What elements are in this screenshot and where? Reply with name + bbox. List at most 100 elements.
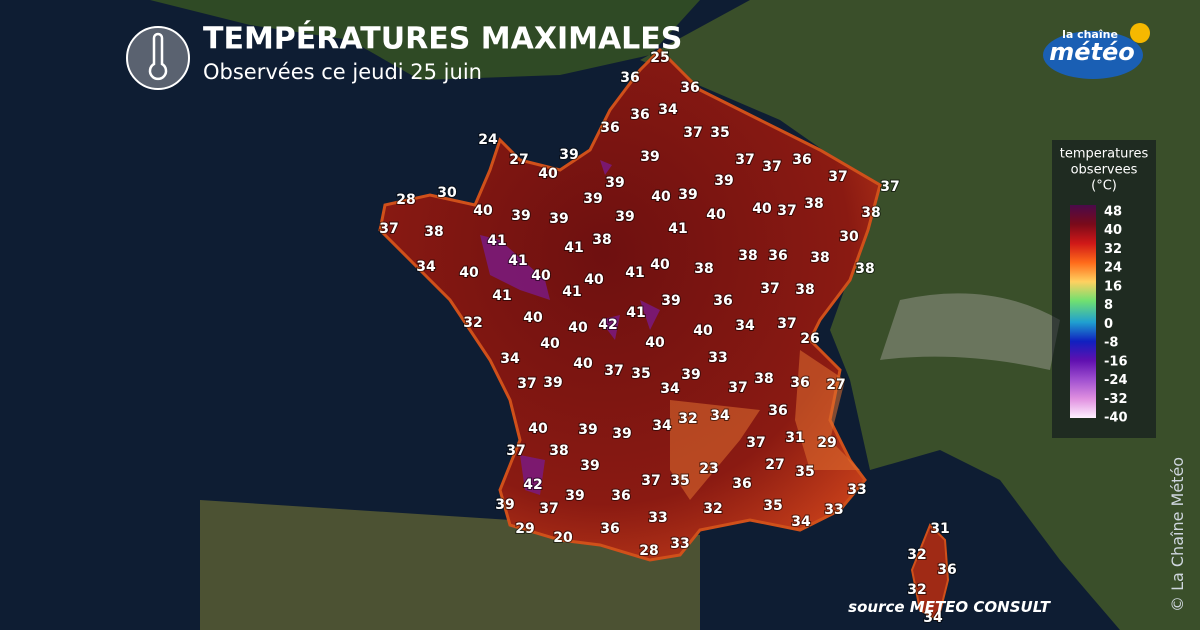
station-temp: 33 xyxy=(824,502,843,518)
station-temp: 37 xyxy=(760,281,779,297)
legend-tick: 48 xyxy=(1104,205,1122,220)
station-temp: 30 xyxy=(839,229,859,245)
station-temp: 40 xyxy=(645,335,665,351)
station-temp: 39 xyxy=(559,147,578,163)
station-temp: 41 xyxy=(562,284,581,300)
station-temp: 31 xyxy=(785,430,804,446)
station-temp: 20 xyxy=(553,530,573,546)
station-temp: 39 xyxy=(605,175,624,191)
station-temp: 39 xyxy=(678,187,697,203)
station-temp: 39 xyxy=(583,191,602,207)
station-temp: 36 xyxy=(792,152,811,168)
station-temp: 40 xyxy=(523,310,543,326)
station-temp: 40 xyxy=(538,166,558,182)
station-temp: 34 xyxy=(710,408,730,424)
station-temp: 34 xyxy=(658,102,678,118)
station-temp: 29 xyxy=(515,521,534,537)
station-temp: 37 xyxy=(641,473,660,489)
station-temp: 40 xyxy=(584,272,604,288)
station-temp: 36 xyxy=(611,488,630,504)
station-temp: 41 xyxy=(508,253,527,269)
station-temp: 31 xyxy=(930,521,949,537)
france xyxy=(378,47,882,562)
alps xyxy=(880,293,1060,370)
title: TEMPÉRATURES MAXIMALES xyxy=(203,21,682,57)
station-temp: 34 xyxy=(791,514,811,530)
station-temp: 37 xyxy=(746,435,765,451)
legend-tick: -24 xyxy=(1104,373,1128,388)
legend-title: temperatures xyxy=(1060,147,1149,162)
station-temp: 37 xyxy=(777,203,796,219)
station-temp: 40 xyxy=(573,356,593,372)
station-temp: 39 xyxy=(640,149,659,165)
station-temp: 35 xyxy=(670,473,689,489)
station-temp: 38 xyxy=(592,232,611,248)
station-temp: 41 xyxy=(668,221,687,237)
station-temp: 32 xyxy=(907,582,926,598)
station-temp: 39 xyxy=(511,208,530,224)
station-temp: 36 xyxy=(680,80,699,96)
legend-tick: 32 xyxy=(1104,242,1122,257)
station-temp: 39 xyxy=(681,367,700,383)
station-temp: 40 xyxy=(528,421,548,437)
station-temp: 35 xyxy=(631,366,650,382)
station-temp: 40 xyxy=(568,320,588,336)
station-temp: 36 xyxy=(768,248,787,264)
station-temp: 37 xyxy=(880,179,899,195)
legend-title: (°C) xyxy=(1091,179,1117,194)
copyright: © La Chaîne Météo xyxy=(1168,457,1187,612)
station-temp: 38 xyxy=(795,282,814,298)
station-temp: 35 xyxy=(710,125,729,141)
legend-tick: 16 xyxy=(1104,279,1122,294)
station-temp: 39 xyxy=(714,173,733,189)
station-temp: 41 xyxy=(564,240,583,256)
legend-tick: -16 xyxy=(1104,354,1128,369)
station-temp: 40 xyxy=(651,189,671,205)
station-temp: 40 xyxy=(693,323,713,339)
station-temp: 33 xyxy=(670,536,689,552)
station-temp: 24 xyxy=(478,132,498,148)
legend-title: observees xyxy=(1071,163,1138,178)
station-temp: 40 xyxy=(540,336,560,352)
station-temp: 37 xyxy=(728,380,747,396)
station-temp: 37 xyxy=(506,443,525,459)
thermometer xyxy=(148,32,168,81)
station-temp: 37 xyxy=(777,316,796,332)
station-temp: 28 xyxy=(639,543,658,559)
station-temp: 23 xyxy=(699,461,718,477)
station-temp: 40 xyxy=(459,265,479,281)
station-temp: 36 xyxy=(620,70,639,86)
station-temp: 34 xyxy=(500,351,520,367)
station-temp: 38 xyxy=(738,248,757,264)
station-temp: 36 xyxy=(937,562,956,578)
station-temp: 38 xyxy=(549,443,568,459)
station-temp: 38 xyxy=(804,196,823,212)
station-temp: 35 xyxy=(795,464,814,480)
station-temp: 37 xyxy=(379,221,398,237)
legend-tick: -32 xyxy=(1104,392,1128,407)
station-temp: 39 xyxy=(661,293,680,309)
uk-land xyxy=(150,0,700,80)
station-temp: 35 xyxy=(763,498,782,514)
legend-tick: 40 xyxy=(1104,223,1122,238)
station-temp: 42 xyxy=(523,477,542,493)
colorbar xyxy=(1070,205,1096,418)
station-temp: 32 xyxy=(678,411,697,427)
legend-bg xyxy=(1052,140,1156,438)
station-temp: 40 xyxy=(473,203,493,219)
station-temp: 40 xyxy=(650,257,670,273)
station-temp: 34 xyxy=(735,318,755,334)
station-temp: 38 xyxy=(861,205,880,221)
legend-tick: 24 xyxy=(1104,261,1122,276)
station-temp: 38 xyxy=(424,224,443,240)
station-temp: 37 xyxy=(604,363,623,379)
station-temp: 34 xyxy=(652,418,672,434)
station-temp: 37 xyxy=(539,501,558,517)
source: source METEO CONSULT xyxy=(848,598,1052,616)
station-temp: 25 xyxy=(650,50,669,66)
station-temp: 29 xyxy=(817,435,836,451)
logo-bg xyxy=(1043,31,1143,79)
station-temp: 37 xyxy=(517,376,536,392)
station-temp: 36 xyxy=(600,120,619,136)
station-temp: 34 xyxy=(660,381,680,397)
